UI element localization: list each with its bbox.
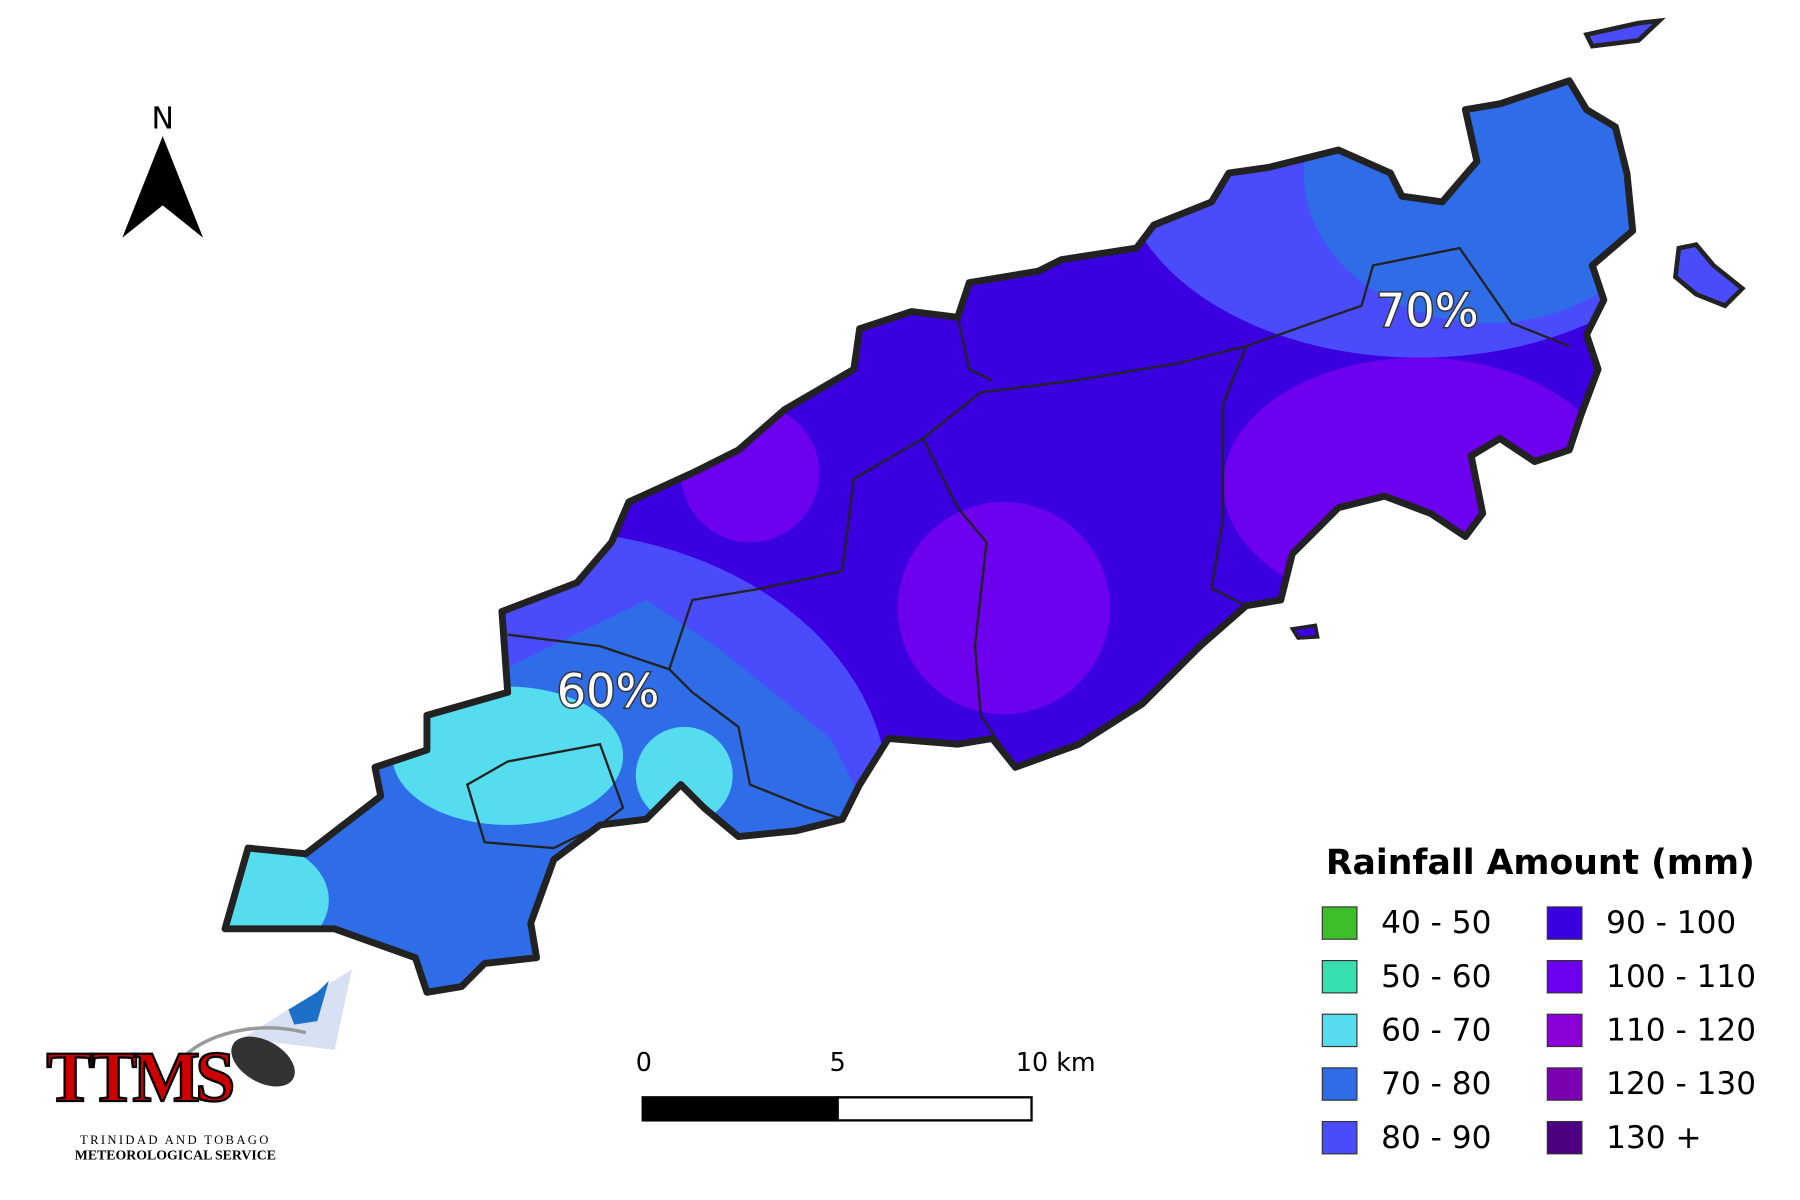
zone — [1303, 80, 1633, 324]
legend-swatch — [1546, 906, 1583, 940]
map-label: 60% — [557, 664, 660, 718]
map-label: 70% — [1376, 283, 1479, 337]
legend-swatch — [1321, 1067, 1358, 1101]
islet — [1289, 623, 1320, 640]
scale-label: 10 km — [1016, 1047, 1096, 1077]
scale-segment — [836, 1096, 1033, 1122]
legend-swatch — [1321, 906, 1358, 940]
legend-label: 100 - 110 — [1606, 959, 1756, 995]
legend-label: 120 - 130 — [1606, 1066, 1756, 1102]
legend-swatch — [1546, 959, 1583, 994]
legend-swatch — [1321, 1013, 1358, 1048]
legend-label: 40 - 50 — [1381, 905, 1491, 941]
logo: TTMS TRINIDAD AND TOBAGO METEOROLOGICAL … — [45, 969, 352, 1162]
legend-label: 110 - 120 — [1606, 1013, 1756, 1049]
legend-label: 70 - 80 — [1381, 1066, 1491, 1102]
parish-boundaries — [465, 246, 1570, 850]
scale-segment — [641, 1096, 839, 1122]
legend-swatch — [1546, 1120, 1583, 1155]
scale-label: 0 — [636, 1047, 652, 1077]
logo-line: METEOROLOGICAL SERVICE — [75, 1147, 276, 1162]
islet — [1672, 242, 1746, 309]
logo-line: TRINIDAD AND TOBAGO — [80, 1133, 271, 1147]
north-arrow — [122, 136, 204, 238]
legend-label: 60 - 70 — [1381, 1013, 1491, 1049]
legend-label: 90 - 100 — [1606, 905, 1736, 941]
legend-label: 50 - 60 — [1381, 959, 1491, 995]
scale-label: 5 — [830, 1047, 846, 1077]
zone — [224, 842, 329, 958]
north-label: N — [151, 102, 173, 137]
legend-label: 130 + — [1606, 1120, 1701, 1156]
legend: 40 - 50 50 - 60 60 - 70 70 - 80 80 - 90 90 - … — [1321, 905, 1756, 1156]
zone — [635, 726, 733, 824]
zone — [897, 501, 1110, 715]
legend-swatch — [1546, 1067, 1583, 1101]
legend-swatch — [1546, 1013, 1583, 1048]
legend-swatch — [1321, 959, 1358, 994]
zone — [680, 403, 820, 543]
zone — [392, 686, 624, 825]
legend-swatch — [1321, 1120, 1358, 1155]
legend-label: 80 - 90 — [1381, 1120, 1491, 1156]
legend-title: Rainfall Amount (mm) — [1326, 843, 1755, 883]
zone — [1223, 357, 1616, 612]
logo-name: TTMS — [46, 1038, 232, 1117]
islet — [1583, 17, 1666, 49]
